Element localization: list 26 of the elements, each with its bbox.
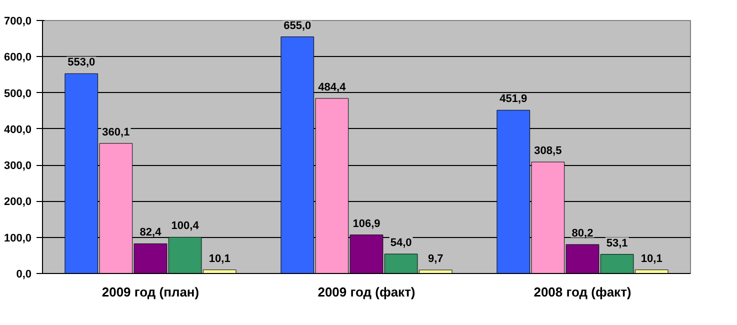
data-label: 451,9	[500, 93, 528, 106]
data-label: 82,4	[140, 226, 162, 239]
data-label: 10,1	[208, 252, 230, 265]
data-label: 100,4	[171, 220, 200, 232]
data-label: 655,0	[284, 20, 312, 32]
x-tick-label: 2009 год (план)	[102, 284, 200, 300]
data-label: 308,5	[534, 145, 562, 157]
data-label: 10,1	[640, 252, 662, 265]
y-tick-label: 0,0	[16, 268, 32, 280]
y-tick-label: 100,0	[4, 232, 32, 244]
x-tick-label: 2009 год (факт)	[318, 284, 416, 300]
data-label: 54,0	[390, 236, 412, 249]
y-tick-label: 200,0	[4, 196, 32, 208]
data-label: 553,0	[68, 56, 96, 69]
data-label: 9,7	[428, 252, 444, 265]
y-tick-label: 400,0	[4, 124, 32, 136]
y-tick-label: 700,0	[4, 16, 32, 28]
data-label: 360,1	[102, 126, 130, 138]
y-tick-label: 600,0	[4, 52, 32, 64]
data-label: 106,9	[352, 218, 380, 230]
y-tick-label: 500,0	[4, 88, 32, 100]
data-label: 484,4	[318, 81, 347, 94]
data-label: 80,2	[572, 228, 594, 240]
data-label: 53,1	[606, 237, 628, 250]
y-tick-label: 300,0	[4, 160, 32, 172]
x-tick-label: 2008 год (факт)	[534, 284, 632, 300]
